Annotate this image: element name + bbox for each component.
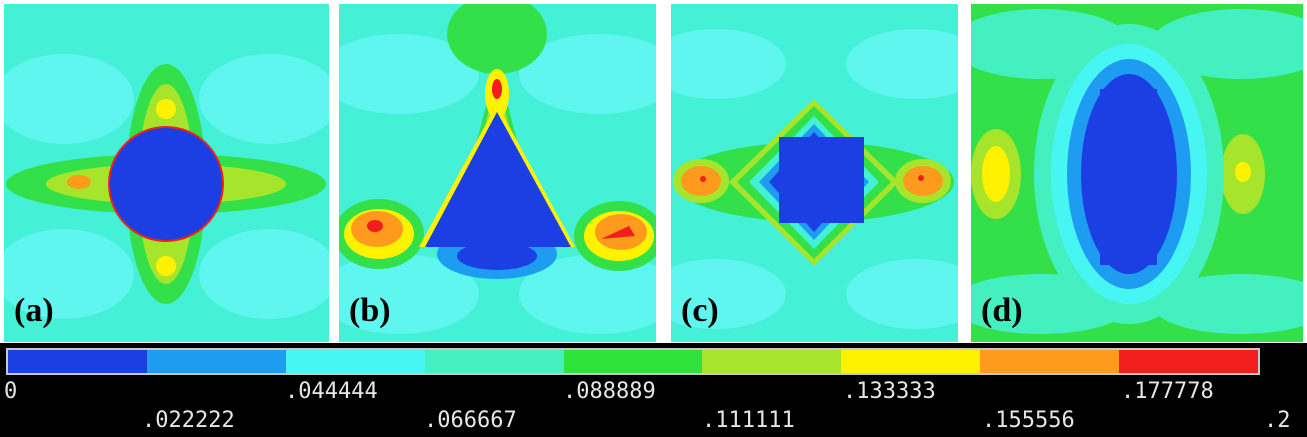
legend-swatch-7 [980, 350, 1120, 373]
legend-tick-4: .088889 [563, 379, 656, 404]
legend-swatch-3 [424, 350, 564, 373]
legend-swatch-1 [146, 350, 286, 373]
contour-plot-triangle [339, 4, 656, 342]
panel-label-c: (c) [681, 292, 719, 329]
contour-panel-b: (b) [339, 4, 656, 342]
legend-swatch-6 [841, 350, 981, 373]
contour-panel-d: (d) [971, 4, 1303, 342]
legend-tick-0: 0 [4, 379, 18, 404]
legend-tick-8: .177778 [1121, 379, 1214, 404]
color-legend: 0 .022222 .044444 .066667 .088889 .11111… [0, 343, 1307, 437]
contour-plot-square [671, 4, 958, 342]
legend-tick-6: .133333 [843, 379, 936, 404]
legend-swatch-5 [702, 350, 842, 373]
legend-tick-3: .066667 [424, 408, 517, 433]
legend-tick-1: .022222 [142, 408, 235, 433]
panel-label-b: (b) [349, 292, 391, 329]
legend-swatch-2 [285, 350, 425, 373]
contour-plot-circle [4, 4, 329, 342]
panel-label-d: (d) [981, 292, 1023, 329]
legend-swatch-0 [8, 350, 147, 373]
legend-tick-9: .2 [1264, 408, 1291, 433]
legend-color-bar [6, 348, 1260, 375]
legend-tick-7: .155556 [982, 408, 1075, 433]
legend-tick-5: .111111 [702, 408, 795, 433]
panel-label-a: (a) [14, 292, 54, 329]
legend-swatch-8 [1119, 350, 1259, 373]
contour-plot-rectangle [971, 4, 1303, 342]
contour-panel-a: (a) [4, 4, 329, 342]
legend-swatch-4 [563, 350, 703, 373]
contour-panel-c: (c) [671, 4, 958, 342]
legend-tick-2: .044444 [285, 379, 378, 404]
